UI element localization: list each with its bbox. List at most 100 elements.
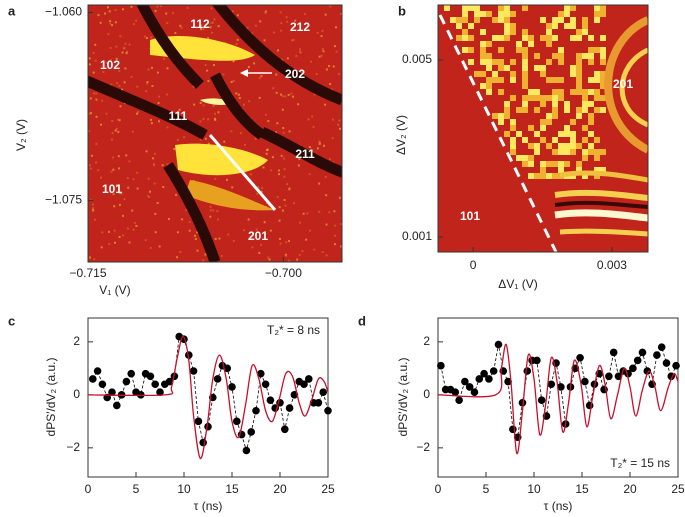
speckle [498, 119, 504, 125]
y-tick-label: 0 [73, 387, 80, 401]
speckle [216, 210, 219, 213]
speckle [275, 131, 278, 134]
speckle [462, 11, 468, 17]
speckle [504, 107, 510, 113]
speckle [281, 58, 284, 61]
speckle [510, 143, 516, 149]
speckle [202, 259, 205, 262]
speckle [504, 5, 510, 11]
speckle [227, 233, 230, 236]
frame-b [437, 4, 649, 253]
speckle [510, 71, 516, 77]
speckle [552, 95, 558, 101]
speckle [480, 83, 486, 89]
speckle [322, 50, 325, 53]
speckle [528, 155, 534, 161]
y-tick-label: −1.060 [45, 5, 82, 19]
speckle [209, 205, 212, 208]
speckle [181, 218, 184, 221]
speckle [154, 231, 157, 234]
speckle [230, 130, 233, 133]
data-point [494, 340, 503, 349]
speckle [118, 84, 121, 87]
y-tick-label: −1.075 [45, 193, 82, 207]
speckle [99, 21, 102, 24]
speckle [287, 240, 290, 243]
speckle [210, 22, 213, 25]
data-point [633, 356, 642, 365]
speckle [576, 107, 582, 113]
speckle [338, 196, 341, 199]
speckle [118, 119, 121, 122]
speckle [232, 60, 235, 63]
speckle [600, 59, 606, 65]
speckle [522, 29, 528, 35]
speckle [147, 177, 150, 180]
speckle [582, 17, 588, 23]
speckle [247, 65, 250, 68]
y-axis-label: dPS′/dV₂ (a.u.) [44, 358, 58, 437]
speckle [297, 103, 300, 106]
speckle [272, 87, 275, 90]
speckle [546, 29, 552, 35]
speckle [288, 259, 291, 262]
y-tick-label: −2 [66, 440, 80, 454]
data-point [247, 428, 255, 436]
region-label: 211 [295, 147, 315, 161]
speckle [462, 29, 468, 35]
y-axis-label: dPS′/dV₂ (a.u.) [396, 358, 410, 437]
speckle [167, 217, 170, 220]
speckle [522, 77, 528, 83]
speckle [540, 95, 546, 101]
y-tick-label: 2 [423, 334, 430, 348]
speckle [166, 21, 169, 24]
speckle [319, 141, 322, 144]
speckle [278, 206, 281, 209]
speckle [116, 82, 119, 85]
speckle [510, 77, 516, 83]
speckle [552, 35, 558, 41]
speckle [231, 10, 234, 13]
data-point [475, 375, 484, 383]
data-point [585, 401, 594, 410]
speckle [176, 256, 179, 259]
speckle [302, 212, 305, 215]
speckle [588, 89, 594, 95]
speckle [185, 209, 188, 212]
speckle [486, 41, 492, 47]
speckle [135, 224, 138, 227]
region-label: 111 [169, 109, 188, 123]
data-point [547, 380, 556, 389]
speckle [588, 131, 594, 137]
speckle [161, 164, 164, 167]
speckle [147, 68, 150, 71]
speckle [546, 119, 552, 125]
speckle [199, 101, 202, 104]
speckle [340, 223, 342, 226]
speckle [504, 11, 510, 17]
speckle [594, 137, 600, 143]
speckle [474, 5, 480, 11]
speckle [588, 101, 594, 107]
data-point [242, 446, 251, 455]
speckle [558, 17, 564, 23]
speckle [102, 70, 105, 73]
speckle [468, 23, 474, 29]
speckle [277, 49, 280, 52]
speckle [588, 59, 594, 65]
speckle [294, 19, 297, 22]
speckle [118, 191, 121, 194]
speckle [105, 112, 108, 115]
speckle [528, 41, 534, 47]
speckle [331, 118, 334, 121]
speckle [117, 155, 120, 158]
speckle [309, 60, 312, 63]
speckle [278, 237, 281, 240]
speckle [166, 67, 169, 70]
speckle [320, 35, 323, 38]
speckle [558, 11, 564, 17]
speckle [329, 83, 332, 86]
speckle [546, 95, 552, 101]
speckle [149, 246, 152, 249]
speckle [213, 117, 216, 120]
